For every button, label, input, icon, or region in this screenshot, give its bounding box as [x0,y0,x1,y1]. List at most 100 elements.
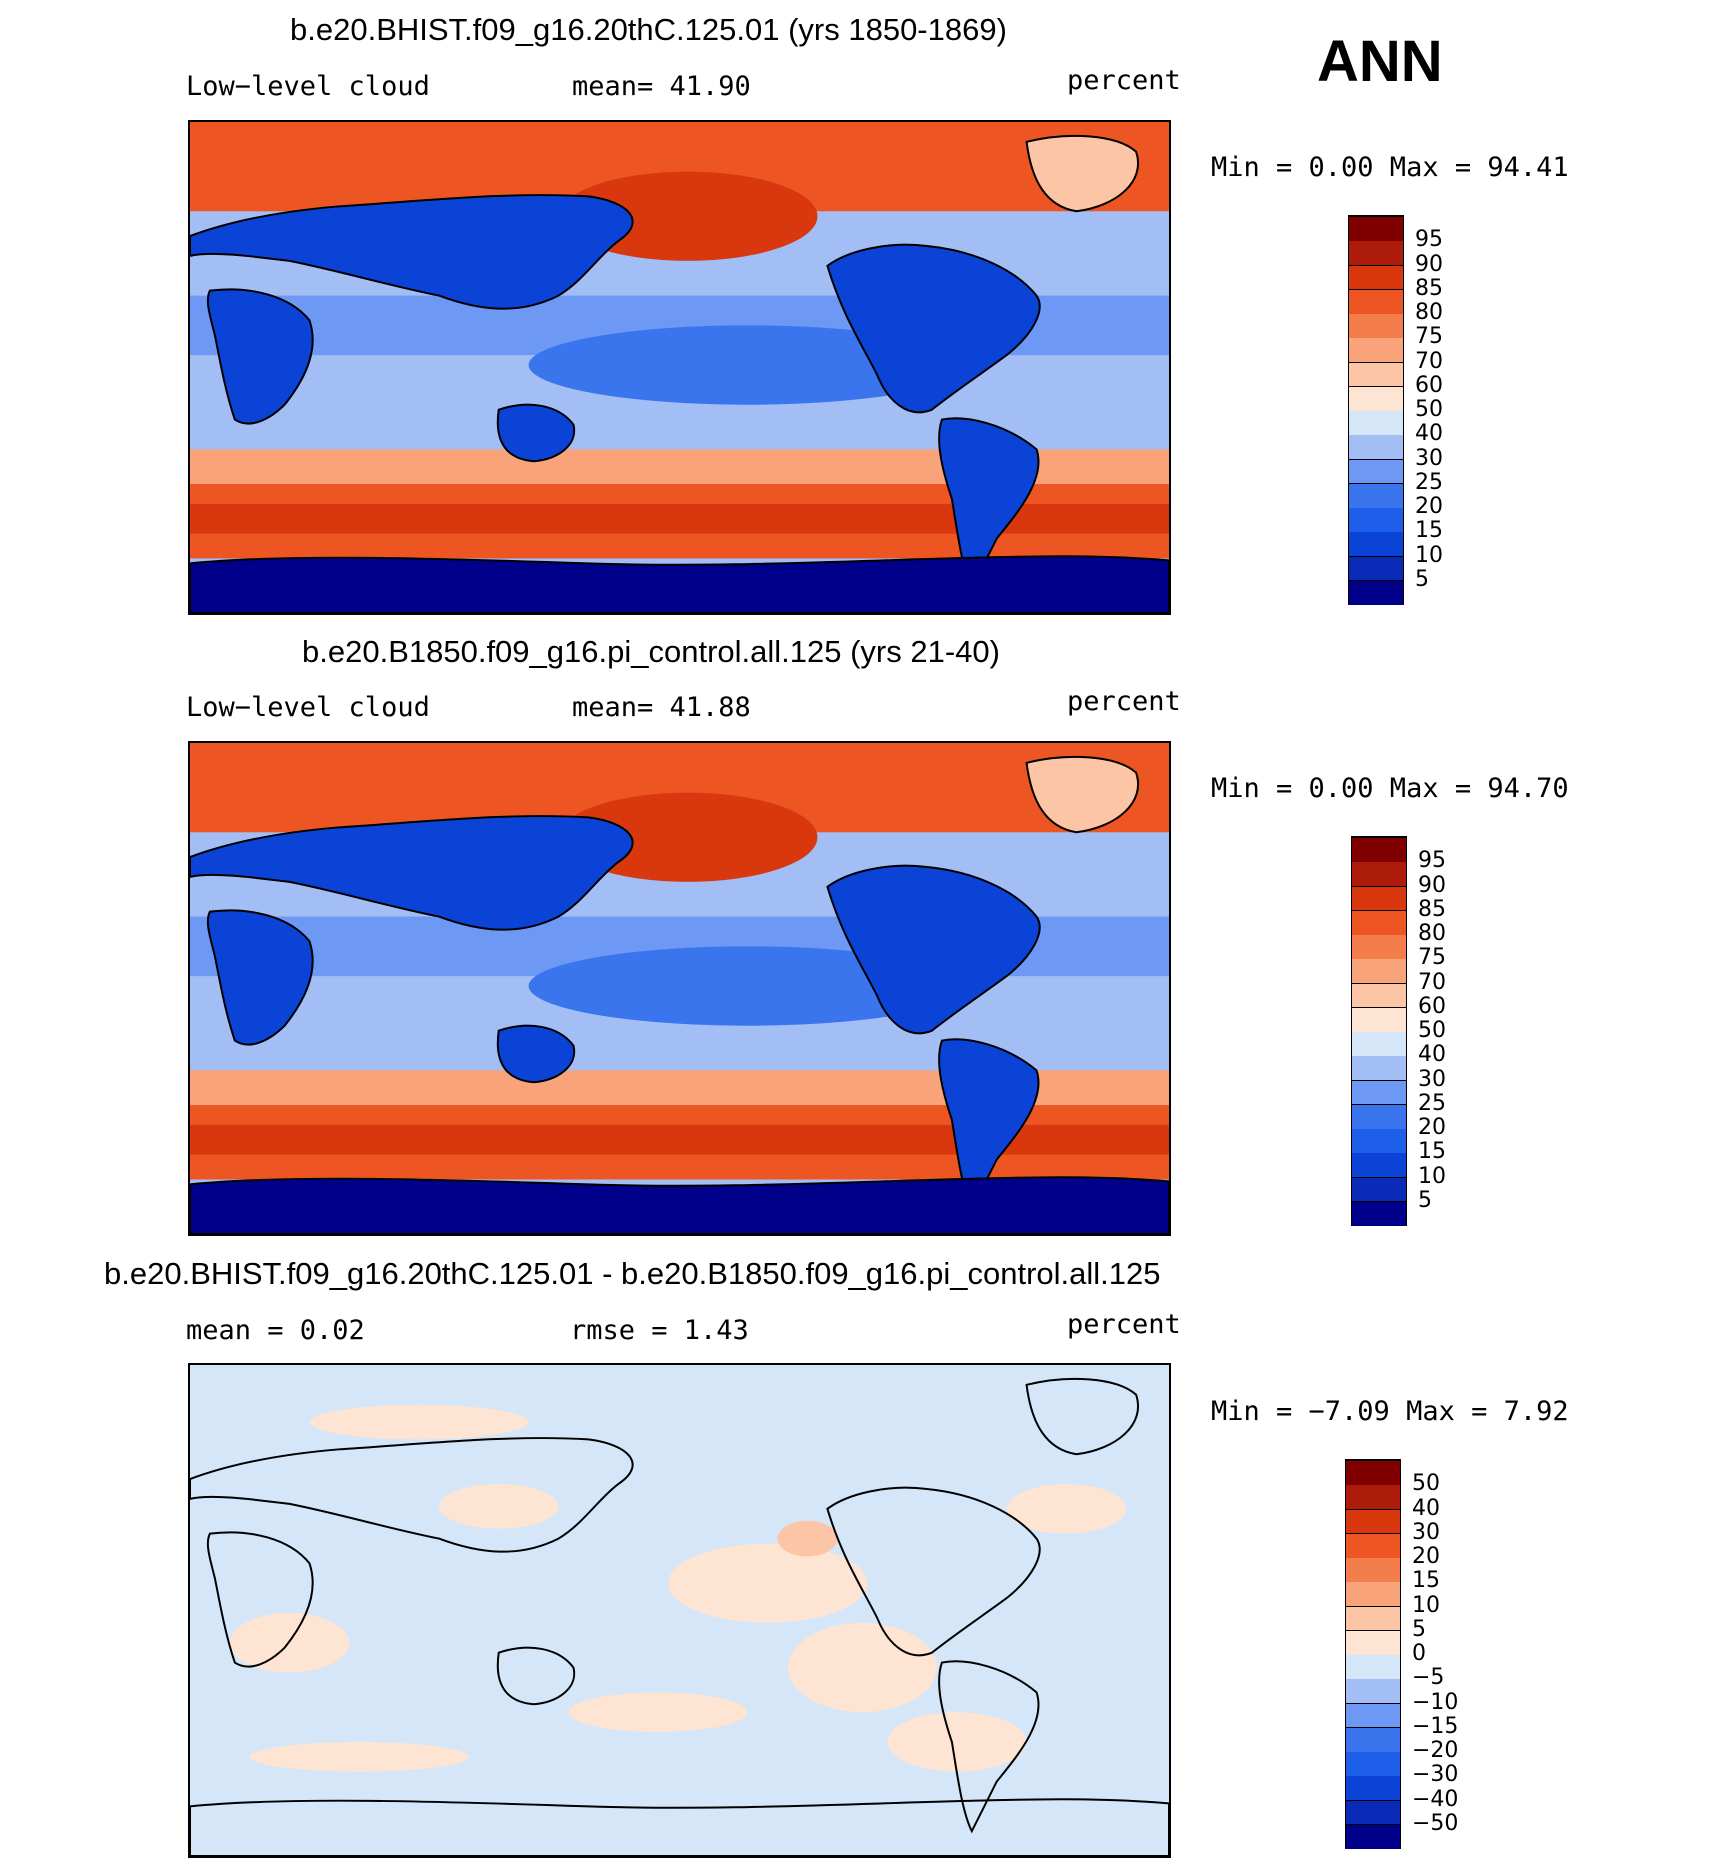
colorbar-segment [1352,861,1406,886]
panel-3-colorbar: −50 −40 −30 −20 −15 −10 −5 0 5 10 15 20 30 40 50 [1345,1459,1458,1849]
colorbar-tick-label: 30 [1415,445,1443,471]
colorbar-tick-label: −20 [1412,1738,1459,1763]
panel-3-minmax-label: Min = −7.09 Max = 7.92 [1211,1396,1569,1427]
colorbar-segment [1352,909,1406,935]
continent-outline [206,909,314,1046]
colorbar-segment [1346,1702,1400,1728]
continent-outline [826,243,1041,414]
colorbar-segment [1346,1581,1400,1606]
continent-outline [190,815,634,931]
continent-outline [190,1437,634,1553]
continent-outline [190,555,1169,613]
colorbar-tick-label: 70 [1415,348,1443,374]
colorbar-tick-label: 50 [1415,397,1443,422]
positive-difference-region [249,1741,469,1772]
colorbar-segment [1349,434,1403,459]
colorbar-segment [1346,1484,1400,1509]
colorbar-segment [1349,555,1403,581]
panel-3-mean-label: mean = 0.02 [186,1315,365,1346]
colorbar-tick-label: 75 [1415,324,1443,350]
colorbar-segment [1346,1751,1400,1776]
colorbar-segment [1352,885,1406,911]
colorbar-tick-label: 85 [1415,275,1443,301]
colorbar-segment [1349,531,1403,556]
colorbar-segment [1346,1605,1400,1631]
colorbar-segment [1346,1508,1400,1534]
colorbar-segment [1352,1006,1406,1032]
panel-2-mean-label: mean= 41.88 [572,692,751,723]
positive-difference-region [1006,1484,1127,1534]
colorbar-tick-label: 10 [1412,1592,1440,1618]
colorbar-segment [1346,1629,1400,1655]
colorbar-tick-label: 50 [1412,1471,1440,1497]
continent-outline [190,1798,1169,1856]
colorbar-tick-label: 30 [1418,1066,1446,1092]
colorbar-tick-label: 20 [1418,1115,1446,1140]
colorbar-segment [1349,458,1403,484]
panel-3-rmse-label: rmse = 1.43 [570,1315,749,1346]
continent-outline [206,288,314,425]
colorbar-segment [1346,1775,1400,1800]
colorbar-tick-label: 5 [1418,1187,1432,1213]
colorbar-tick-label: 10 [1415,542,1443,568]
colorbar-tick-label: 80 [1418,921,1446,946]
colorbar-tick-label: 85 [1418,896,1446,922]
panel-2-variable-label: Low−level cloud [186,692,430,723]
colorbar-segment [1349,410,1403,435]
colorbar-tick-label: 20 [1412,1544,1440,1569]
colorbar-tick-label: 25 [1418,1090,1446,1116]
field-background [190,1365,1169,1856]
colorbar-segment [1352,1103,1406,1129]
colorbar-segment [1352,1200,1406,1226]
colorbar-segment [1346,1654,1400,1679]
colorbar-segment [1352,1152,1406,1177]
colorbar-segment [1349,288,1403,314]
southern-ocean-cloud-core [190,503,1169,534]
colorbar-segment [1352,837,1406,862]
colorbar-tick-label: 10 [1418,1163,1446,1189]
panel-2-title: b.e20.B1850.f09_g16.pi_control.all.125 (… [302,634,1000,669]
colorbar-tick-label: 5 [1415,566,1429,592]
colorbar-segment [1346,1799,1400,1825]
colorbar-segment [1349,240,1403,265]
colorbar-tick-label: 25 [1415,469,1443,495]
colorbar-tick-label: 50 [1418,1018,1446,1043]
colorbar-segment [1346,1823,1400,1849]
colorbar-segment [1349,507,1403,532]
continent-outline [206,1531,314,1668]
colorbar-tick-label: −15 [1412,1713,1459,1739]
colorbar-tick-label: 15 [1418,1139,1446,1165]
colorbar-segment [1349,385,1403,411]
panel-3-title: b.e20.BHIST.f09_g16.20thC.125.01 - b.e20… [104,1256,1161,1291]
colorbar-segment [1349,264,1403,290]
positive-difference-region [309,1404,529,1440]
colorbar-tick-label: 5 [1412,1616,1426,1642]
positive-difference-region [568,1692,748,1733]
season-label: ANN [1317,29,1443,94]
colorbar-tick-label: 60 [1418,993,1446,1019]
continent-outline [190,194,634,310]
colorbar-tick-label: 30 [1412,1519,1440,1545]
continent-outline [1025,1377,1139,1456]
colorbar-segment [1349,313,1403,338]
southern-ocean-cloud-core [190,1124,1169,1155]
colorbar-segment [1352,1079,1406,1105]
colorbar-tick-label: −30 [1412,1762,1459,1788]
colorbar-segment [1352,958,1406,983]
colorbar-segment [1349,216,1403,241]
continent-outline [938,1660,1040,1834]
continent-outline [496,403,576,463]
positive-difference-region [438,1484,559,1529]
colorbar-tick-label: 80 [1415,300,1443,325]
panel-2-map [188,741,1171,1236]
colorbar-tick-label: −5 [1412,1665,1445,1691]
colorbar-tick-label: 15 [1412,1568,1440,1594]
colorbar-segment [1352,1128,1406,1153]
colorbar-tick-label: 40 [1412,1495,1440,1521]
colorbar-tick-label: 15 [1415,518,1443,544]
colorbar-tick-label: −50 [1412,1810,1459,1836]
positive-difference-region [777,1520,838,1557]
panel-2-units-label: percent [1067,686,1181,717]
colorbar-tick-label: 20 [1415,494,1443,519]
panel-1-units-label: percent [1067,65,1181,96]
